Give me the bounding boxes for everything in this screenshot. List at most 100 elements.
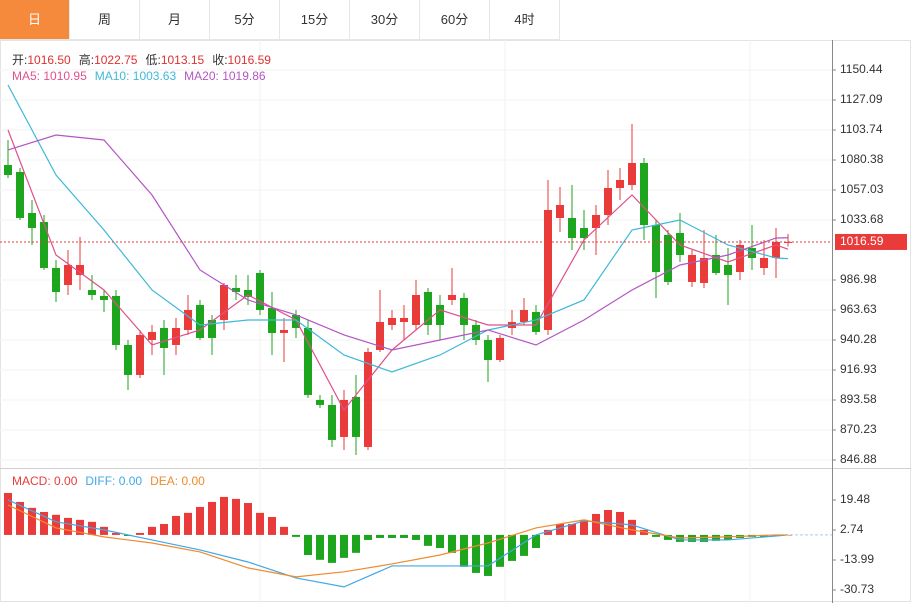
ohlc-label: 低: [145,53,161,67]
macd-bar [508,534,516,561]
y-tick-label: -13.99 [840,552,874,566]
period-tab[interactable]: 5分 [210,0,280,40]
macd-bar [412,534,420,540]
candle-body [328,404,336,440]
candle-body [184,309,192,330]
candle-body [424,291,432,325]
y-tick-label: 2.74 [840,522,864,536]
candle-body [40,221,48,268]
ohlc-label: 高: [78,53,95,67]
macd-bar [424,534,432,546]
candle-body [232,287,240,292]
candle-body [604,187,612,215]
candle-body [580,227,588,238]
macd-bar [328,534,336,563]
period-tab[interactable]: 周 [70,0,140,40]
macd-legend-item: MACD: 0.00 [12,474,77,488]
macd-bar [400,534,408,538]
macd-line [7,504,788,578]
period-tabs: 日周月 5分 15分 30分 60分 4时 [0,0,560,40]
ma-line [7,84,789,373]
candle-body [592,214,600,228]
macd-bar [520,534,528,556]
y-tick-label: 1033.68 [840,212,884,226]
macd-line [7,499,789,588]
candle-body [772,241,780,258]
candle-body [160,327,168,348]
period-tab[interactable]: 15分 [280,0,350,40]
macd-bar [16,501,24,535]
macd-bar [352,534,360,553]
macd-bar [712,534,720,541]
candle-body [244,289,252,297]
candle-body [28,212,36,228]
candle-body [88,289,96,295]
macd-legend-item: DIFF: 0.00 [85,474,142,488]
macd-bar [688,534,696,542]
ma-legend-item: MA10: 1003.63 [95,69,176,83]
candle-body [448,294,456,300]
macd-bar [568,523,576,535]
period-tab[interactable]: 30分 [350,0,420,40]
y-tick-label: 986.98 [840,272,877,286]
y-tick-label: 963.63 [840,302,877,316]
candle-body [688,254,696,282]
period-tab[interactable]: 月 [140,0,210,40]
y-tick-label: 1057.03 [840,182,884,196]
candle-body [208,319,216,338]
macd-bar [184,512,192,535]
y-tick-label: 1103.74 [840,122,883,136]
candle-body [484,339,492,360]
candle-body [220,284,228,320]
ma-line [7,129,789,412]
last-price-label: 1016.59 [840,234,884,248]
frame [0,40,911,602]
macd-bar [388,534,396,538]
macd-label: DIFF: [85,474,116,488]
candle-body [568,217,576,238]
macd-bar [532,534,540,549]
macd-bar [628,519,636,535]
candle-body [196,304,204,338]
ohlc-label: 收: [212,53,228,67]
macd-value: 0.00 [181,474,205,488]
ohlc-value: 1016.59 [227,53,271,67]
ma-value: 1003.63 [132,69,177,83]
ma-label: MA5: [12,69,41,83]
candle-body [316,399,324,405]
candle-body [700,257,708,283]
macd-bar [148,526,156,535]
macd-legend: MACD: 0.00 DIFF: 0.00 DEA: 0.00 [12,474,213,488]
y-tick-label: -30.73 [840,582,874,596]
macd-bar [484,534,492,576]
macd-bar [376,534,384,538]
y-tick-label: 1127.09 [840,92,883,106]
period-tab[interactable]: 日 [0,0,70,40]
period-tab[interactable]: 4时 [490,0,560,40]
candle-body [676,232,684,255]
ma-legend: MA5: 1010.95 MA10: 1003.63 MA20: 1019.86 [12,69,274,83]
macd-bar [52,514,60,535]
period-tab[interactable]: 60分 [420,0,490,40]
macd-bar [244,503,252,535]
macd-bar [460,534,468,567]
ohlc-item: 开:1016.50 [12,53,71,67]
y-tick-label: 1080.38 [840,152,884,166]
candle-body [52,267,60,292]
ohlc-value: 1013.15 [160,53,205,67]
ohlc-item: 高:1022.75 [79,53,138,67]
candle-body [280,329,288,333]
ma-line [7,134,789,351]
candle-body [292,314,300,328]
candle-body [148,331,156,340]
macd-label: MACD: [12,474,51,488]
macd-bar [364,534,372,540]
macd-bar [496,534,504,567]
ma-value: 1010.95 [43,69,87,83]
candle-body [340,399,348,437]
candle-body [460,297,468,325]
candle-body [532,311,540,332]
macd-bar [76,519,84,535]
candle-body [436,304,444,325]
